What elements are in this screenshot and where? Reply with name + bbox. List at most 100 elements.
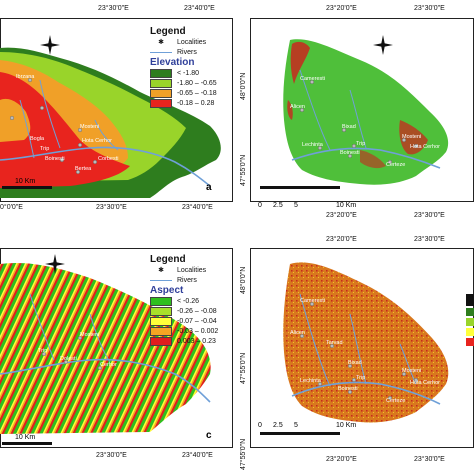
place-label: Dolesti	[60, 356, 77, 362]
place-label: Alicen	[290, 330, 305, 336]
scale-bar	[260, 432, 340, 435]
river-trib-1	[29, 293, 55, 361]
panel-elevation: Mosteni Hota Cerhor Bogla Trip Boinesti …	[0, 0, 233, 222]
coord-label: 48°0'0"N	[240, 266, 247, 294]
place-label: Bogla	[30, 136, 45, 142]
legend-class: -0.26 – -0.08	[150, 306, 232, 316]
place-label: Mosteni	[402, 134, 421, 140]
panel-letter: a	[206, 182, 212, 193]
place-label: Trip	[40, 146, 49, 152]
river-trib-1	[39, 79, 61, 149]
river-trib-2	[89, 313, 111, 363]
scale-bar	[260, 186, 340, 189]
scale-tick: 2.5	[273, 202, 283, 209]
legend-class: -0.18 – 0.28	[150, 98, 232, 108]
scale-label: 10 Km	[15, 178, 36, 185]
scale-label: 10 Km	[15, 434, 36, 441]
coord-label: 23°40'0"E	[182, 452, 213, 459]
panel-letter: c	[206, 430, 212, 441]
place-label: Alicen	[290, 104, 305, 110]
coord-label: 23°30'0"E	[96, 204, 127, 211]
scale-tick: 2.5	[273, 422, 283, 429]
coord-label: 23°40'0"E	[184, 5, 215, 12]
legend-class: -1.80 – -0.65	[150, 78, 232, 88]
river-main	[0, 358, 211, 403]
legend-a: Legend ✱ Localities Rivers Elevation < -1…	[150, 26, 232, 108]
river-trib-3	[94, 119, 119, 151]
north-arrow-icon	[40, 35, 60, 55]
place-label: Mosteni	[80, 332, 99, 338]
place-label: Boinesti	[45, 156, 65, 162]
river-trib-2	[349, 313, 367, 385]
river-main	[291, 147, 441, 169]
legend-title: Legend	[150, 26, 186, 37]
place-label: Tarvad	[326, 340, 343, 346]
basin-aspect	[0, 262, 211, 434]
river-trib-1	[299, 69, 331, 151]
coord-label: 23°30'0"E	[414, 456, 445, 463]
place-label: Lechinta	[300, 378, 322, 384]
coord-label: 23°20'0"E	[326, 5, 357, 12]
river-trib-2	[349, 89, 367, 149]
coord-label: 23°30'0"E	[98, 5, 129, 12]
scale-tick: 5	[294, 422, 298, 429]
legend-title: Legend	[150, 254, 186, 265]
place-label: Certeze	[386, 162, 405, 168]
scale-tick: 10 Km	[336, 422, 357, 429]
coord-label: 23°20'0"E	[326, 212, 357, 219]
legend-c: Legend ✱ Localities Rivers Aspect < -0.26…	[150, 254, 232, 346]
place-label: Bertea	[75, 166, 92, 172]
landcover-map-b: Cameresti Alicen Bixad Lechinta Trip Boi…	[260, 35, 449, 189]
place-label: Cerhor	[100, 362, 117, 368]
place-label: Cameresti	[300, 298, 325, 304]
coord-label: 23°20'0"E	[326, 456, 357, 463]
river-main	[291, 381, 441, 405]
river-trib-2	[19, 99, 35, 159]
map-d: Cameresti Alicen Tarvad Bixad Lechinta T…	[260, 262, 474, 435]
place-label: Boinesti	[338, 386, 358, 392]
place-label: Hota Cerhor	[82, 138, 112, 144]
coord-label: 47°55'0"N	[240, 352, 247, 384]
scale-tick: 0	[258, 202, 262, 209]
coord-label: 23°30'0"E	[414, 5, 445, 12]
scale-bar	[2, 186, 52, 189]
place-label: Bixad	[342, 124, 356, 130]
place-label: Hota Cerhor	[410, 144, 440, 150]
scale-tick: 10 Km	[336, 202, 357, 209]
localities-c	[42, 335, 102, 370]
coord-label: 0°0'0"E	[0, 204, 23, 211]
scale-tick: 5	[294, 202, 298, 209]
place-label: Certeze	[386, 398, 405, 404]
zone-red	[0, 72, 130, 188]
scale-bar	[2, 442, 52, 445]
localities-a	[9, 77, 97, 174]
legend-class: 0.003 – 0.23	[150, 336, 232, 346]
place-label: Boinesti	[340, 150, 360, 156]
place-label: Trip	[356, 141, 365, 147]
place-label: Cameresti	[300, 76, 325, 82]
legend-localities: ✱ Localities	[158, 266, 207, 275]
north-arrow-icon	[373, 35, 393, 55]
coord-label: 23°40'0"E	[182, 204, 213, 211]
panel-d: Cameresti Alicen Tarvad Bixad Lechinta T…	[240, 234, 474, 474]
place-label: Bixad	[348, 360, 362, 366]
legend-variable: Aspect	[150, 285, 184, 296]
legend-class: -0.65 – -0.18	[150, 88, 232, 98]
localities-b	[300, 79, 418, 164]
place-label: Lechinta	[302, 142, 324, 148]
legend-class: -0.03 – 0.002	[150, 326, 232, 336]
place-label: Trip	[38, 348, 47, 354]
panel-landcover-b: Cameresti Alicen Bixad Lechinta Trip Boi…	[240, 0, 474, 222]
legend-class: < -0.26	[150, 296, 232, 306]
legend-class: -0.07 – -0.04	[150, 316, 232, 326]
place-label: Trip	[356, 375, 365, 381]
coord-label: 23°30'0"E	[414, 236, 445, 243]
localities-d	[300, 301, 418, 400]
legend-class: < -1.80	[150, 68, 232, 78]
legend-rivers: Rivers	[150, 47, 232, 57]
coord-label: 47°55'0"N	[240, 438, 247, 470]
legend-variable: Elevation	[150, 57, 195, 68]
legend-rivers: Rivers	[150, 275, 232, 285]
place-label: Ibrzana	[16, 74, 35, 80]
coord-label: 23°30'0"E	[96, 452, 127, 459]
